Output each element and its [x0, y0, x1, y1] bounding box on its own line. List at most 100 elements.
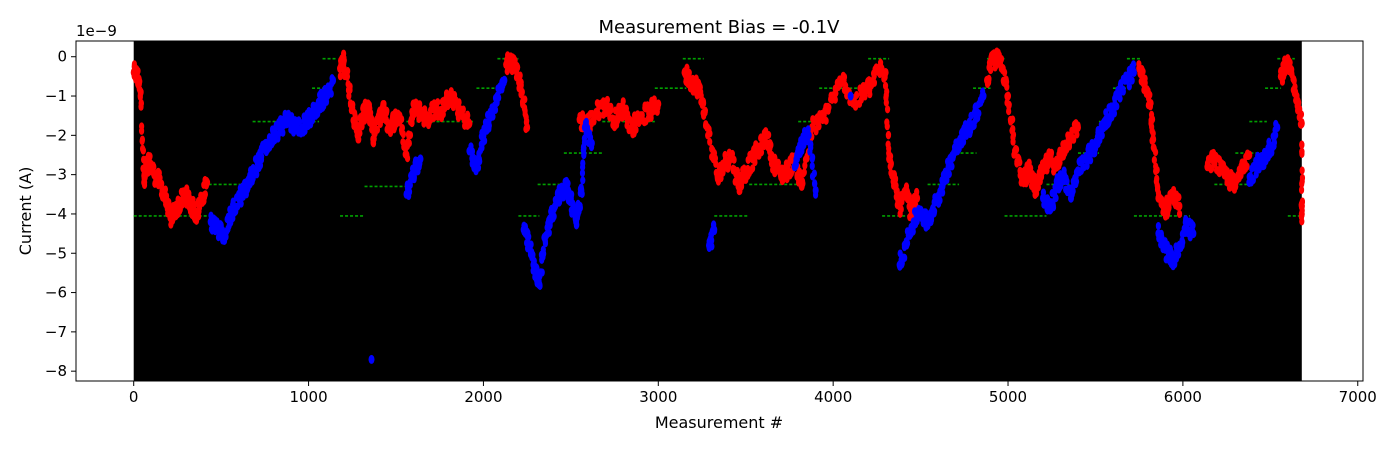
red-scatter-mark	[337, 72, 343, 81]
red-scatter-mark	[775, 158, 782, 167]
x-tick-label: 1000	[289, 388, 327, 406]
red-scatter-mark	[407, 131, 414, 140]
red-scatter-mark	[1152, 148, 1159, 157]
blue-data-point	[1190, 229, 1197, 239]
blue-scatter-mark	[537, 281, 543, 290]
red-scatter-mark	[159, 179, 165, 188]
red-scatter-mark	[147, 152, 153, 161]
blue-scatter-mark	[806, 131, 812, 140]
red-scatter-mark	[522, 103, 528, 112]
x-tick-label: 7000	[1339, 388, 1377, 406]
blue-scatter-mark	[946, 170, 952, 179]
red-scatter-mark	[460, 105, 466, 114]
blue-scatter-mark	[1111, 109, 1118, 118]
red-scatter-mark	[620, 97, 626, 106]
red-scatter-mark	[1071, 135, 1077, 144]
plot-frame	[75, 40, 1364, 382]
blue-data-point	[711, 225, 718, 235]
black-data-region	[133, 41, 1302, 381]
blue-scatter-mark	[492, 105, 499, 114]
blue-scatter-mark	[411, 173, 417, 182]
red-scatter-mark	[1299, 211, 1305, 220]
red-scatter-mark	[1154, 174, 1160, 183]
red-scatter-mark	[1013, 145, 1020, 154]
blue-scatter-mark	[1069, 188, 1075, 197]
red-scatter-mark	[341, 56, 347, 65]
red-data-point	[1176, 201, 1183, 211]
red-scatter-mark	[823, 116, 829, 125]
red-scatter-mark	[1004, 82, 1010, 91]
x-tick-label: 2000	[464, 388, 502, 406]
y-axis-offset-text: 1e−9	[76, 22, 117, 40]
blue-scatter-mark	[976, 109, 982, 118]
blue-scatter-mark	[931, 207, 938, 216]
red-data-point	[1074, 122, 1081, 132]
red-scatter-mark	[1176, 210, 1183, 219]
blue-scatter-mark	[490, 112, 496, 121]
blue-data-point	[417, 154, 424, 164]
blue-scatter-mark	[539, 268, 545, 277]
red-scatter-mark	[986, 74, 992, 83]
red-scatter-mark	[604, 95, 611, 104]
blue-scatter-mark	[551, 212, 557, 221]
red-data-point	[204, 178, 211, 188]
blue-scatter-mark	[808, 143, 814, 152]
red-scatter-mark	[1010, 115, 1016, 124]
blue-scatter-mark	[578, 183, 584, 192]
y-tick-label: −2	[45, 126, 67, 144]
red-scatter-mark	[406, 139, 412, 148]
red-scatter-mark	[888, 160, 894, 169]
red-scatter-mark	[800, 179, 806, 188]
y-tick-label: −5	[45, 244, 67, 262]
red-scatter-mark	[826, 103, 832, 112]
blue-scatter-mark	[709, 242, 715, 251]
red-data-point	[882, 67, 889, 77]
red-data-point	[466, 119, 473, 129]
blue-scatter-mark	[904, 239, 911, 248]
y-tick-label: −8	[45, 362, 67, 380]
blue-scatter-mark	[328, 89, 334, 98]
red-scatter-mark	[137, 77, 143, 86]
red-scatter-mark	[749, 164, 756, 173]
blue-scatter-mark	[902, 253, 908, 262]
red-scatter-mark	[374, 125, 381, 134]
y-tick-label: −7	[45, 323, 67, 341]
red-scatter-mark	[1209, 164, 1215, 173]
red-scatter-mark	[802, 161, 808, 170]
red-scatter-mark	[1006, 107, 1012, 116]
blue-scatter-mark	[259, 152, 265, 161]
red-scatter-mark	[1140, 67, 1146, 76]
red-scatter-mark	[345, 67, 351, 76]
blue-scatter-mark	[569, 190, 575, 199]
blue-scatter-mark	[1050, 201, 1056, 210]
blue-scatter-mark	[1129, 76, 1135, 85]
y-axis-ticks: 0 −1 −2 −3 −4 −5 −6 −7 −8	[45, 48, 76, 380]
blue-scatter-mark	[1040, 188, 1047, 197]
red-scatter-mark	[841, 73, 848, 82]
red-scatter-mark	[1035, 183, 1041, 192]
red-scatter-mark	[1033, 189, 1040, 198]
blue-scatter-mark	[1176, 250, 1182, 259]
blue-data-point	[330, 75, 337, 85]
blue-scatter-mark	[1120, 87, 1126, 96]
red-scatter-mark	[417, 100, 423, 109]
blue-scatter-mark	[565, 179, 571, 188]
red-data-point	[914, 193, 921, 203]
blue-scatter-mark	[967, 130, 973, 139]
red-scatter-mark	[1048, 148, 1055, 157]
red-scatter-mark	[686, 68, 692, 77]
red-scatter-mark	[350, 100, 356, 109]
chart-title: Measurement Bias = -0.1V	[598, 17, 840, 38]
blue-scatter-mark	[580, 176, 586, 185]
red-scatter-mark	[141, 181, 148, 190]
x-tick-label: 3000	[639, 388, 677, 406]
red-scatter-mark	[514, 63, 521, 72]
red-scatter-mark	[707, 129, 713, 138]
blue-scatter-mark	[1058, 182, 1064, 191]
red-scatter-mark	[400, 130, 406, 139]
red-scatter-mark	[139, 126, 145, 135]
red-data-point	[524, 122, 531, 132]
red-scatter-mark	[758, 148, 765, 157]
red-scatter-mark	[700, 99, 707, 108]
